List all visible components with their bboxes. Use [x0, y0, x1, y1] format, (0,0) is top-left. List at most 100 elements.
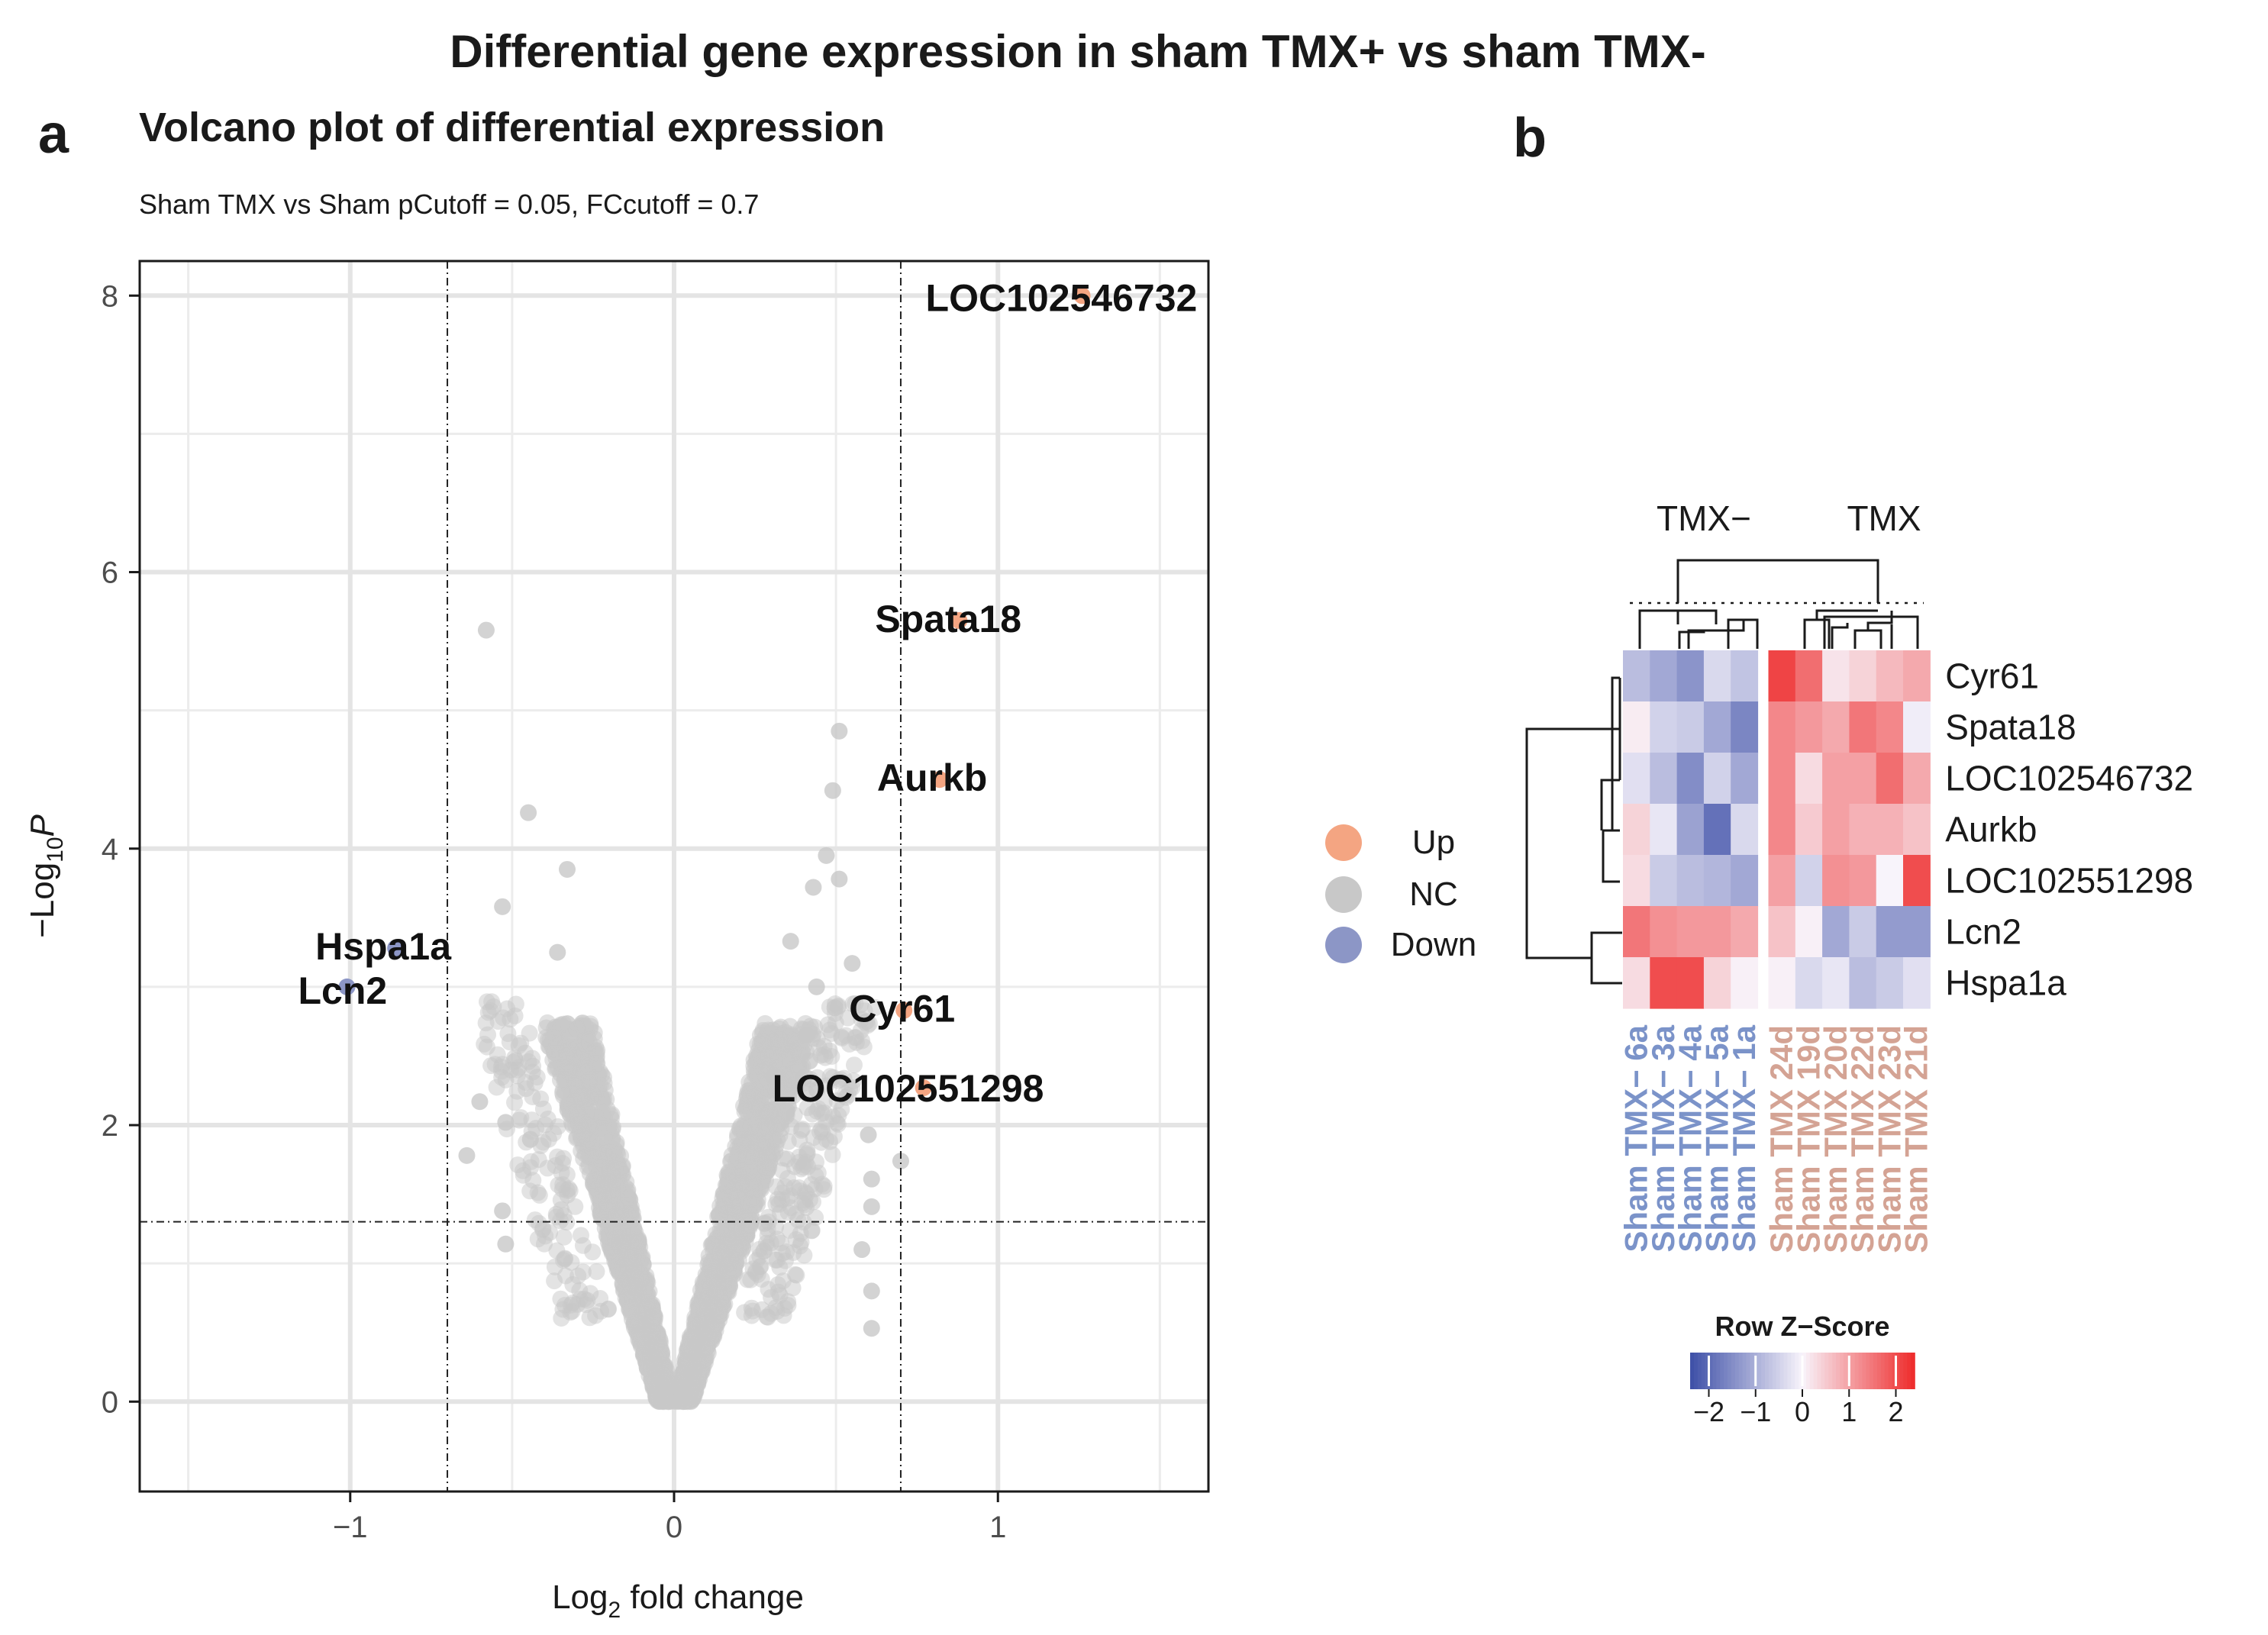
nc-point: [763, 1288, 780, 1306]
heatmap-cell: [1795, 701, 1823, 753]
nc-point: [670, 1379, 688, 1396]
nc-point: [768, 1178, 786, 1195]
legend-label-nc: NC: [1409, 876, 1458, 913]
colorbar-segment: [1858, 1353, 1863, 1389]
nc-point: [824, 1146, 841, 1163]
colorbar-segment: [1787, 1353, 1792, 1389]
column-dendrogram-right-b: [1803, 609, 1878, 649]
nc-point: [738, 1220, 756, 1237]
heatmap-cell: [1849, 957, 1877, 1009]
nc-outlier-point: [798, 1027, 815, 1044]
labeled-point-cyr61: [895, 1001, 913, 1019]
heatmap-cell: [1731, 855, 1759, 907]
nc-point: [794, 1159, 811, 1176]
nc-point: [837, 1088, 855, 1106]
heatmap-cell: [1676, 701, 1705, 753]
y-label-p: P: [24, 814, 61, 837]
heatmap-column-label: Sham TMX− 3a: [1645, 1024, 1681, 1252]
legend-key-nc: [1325, 876, 1362, 913]
nc-point: [595, 1198, 613, 1215]
heatmap-cell: [1703, 957, 1731, 1009]
nc-point: [755, 1168, 773, 1185]
heatmap-cell: [1876, 701, 1904, 753]
heatmap-row-label: Spata18: [1945, 708, 2076, 747]
heatmap-row-labels: Cyr61 Spata18 LOC102546732 Aurkb LOC10255129…: [1945, 656, 2193, 1003]
nc-outlier-point: [863, 1170, 880, 1188]
heatmap-cell: [1650, 701, 1678, 753]
heatmap-cell: [1768, 701, 1796, 753]
gene-label-lcn2: Lcn2: [298, 969, 388, 1012]
heatmap-cell: [1768, 855, 1796, 907]
colorbar-segment: [1892, 1353, 1897, 1389]
nc-point: [781, 1221, 798, 1239]
nc-point: [573, 1088, 590, 1106]
nc-point: [506, 1094, 523, 1111]
nc-point: [553, 1164, 570, 1182]
heatmap-cell: [1795, 804, 1823, 856]
nc-outlier-point: [549, 943, 566, 961]
nc-point: [745, 1178, 763, 1195]
volcano-y-ticks: 0 2 4 6 8: [102, 279, 140, 1419]
nc-point: [823, 1025, 840, 1042]
colorbar-segment: [1824, 1353, 1830, 1389]
gene-label-loc102546732: LOC102546732: [926, 276, 1198, 319]
nc-point: [510, 1037, 527, 1054]
heatmap-cell: [1849, 855, 1877, 907]
heatmap-cell: [1876, 753, 1904, 805]
heatmap-cell: [1903, 753, 1931, 805]
nc-point: [748, 1050, 766, 1068]
colorbar-segment: [1884, 1353, 1889, 1389]
nc-point: [515, 1162, 531, 1179]
colorbar-segment: [1746, 1353, 1751, 1389]
colorbar-segment: [1708, 1353, 1714, 1389]
heatmap-cell: [1731, 753, 1759, 805]
colorbar-segment: [1768, 1353, 1773, 1389]
nc-point: [798, 1198, 815, 1216]
colorbar-segment: [1866, 1353, 1870, 1389]
heatmap-cell: [1876, 650, 1904, 702]
colorbar-segment: [1690, 1353, 1695, 1389]
heatmap-cell: [1822, 804, 1850, 856]
x-tick-label: −1: [333, 1511, 368, 1544]
nc-point: [575, 1150, 592, 1167]
nc-point: [521, 1024, 538, 1042]
column-dendrogram-left-c: [1687, 624, 1745, 649]
heatmap-row-label: Cyr61: [1945, 656, 2039, 696]
heatmap-cell: [1795, 753, 1823, 805]
colorbar-segment: [1911, 1353, 1915, 1389]
heatmap-cell: [1676, 804, 1705, 856]
heatmap-cell: [1822, 753, 1850, 805]
nc-outlier-point: [863, 1282, 880, 1300]
colorbar-segment: [1903, 1353, 1908, 1389]
nc-point: [571, 1282, 589, 1299]
nc-point: [621, 1196, 638, 1214]
nc-point: [637, 1316, 655, 1333]
heatmap-cell: [1731, 650, 1759, 702]
nc-point: [719, 1222, 737, 1240]
heatmap-cell: [1650, 906, 1678, 958]
nc-point: [720, 1163, 737, 1181]
nc-point: [677, 1353, 695, 1371]
volcano-outlier-points: [458, 621, 909, 1337]
heatmap-cell: [1676, 753, 1705, 805]
heatmap-cell: [1676, 855, 1705, 907]
nc-point: [769, 1046, 786, 1063]
nc-point: [605, 1224, 623, 1242]
heatmap-cell: [1768, 650, 1796, 702]
heatmap-cell: [1650, 855, 1678, 907]
heatmap-cell: [1650, 804, 1678, 856]
colorbar-segment: [1791, 1353, 1795, 1389]
heatmap-cell: [1650, 650, 1678, 702]
nc-point: [647, 1335, 665, 1353]
nc-point: [574, 1263, 592, 1281]
heatmap-cell: [1623, 804, 1650, 856]
nc-point: [702, 1329, 720, 1346]
heatmap-cell: [1703, 855, 1731, 907]
heatmap-row-label: LOC102546732: [1945, 759, 2193, 798]
row-dendrogram-root: [1525, 678, 1621, 959]
volcano-cutoff-lines: [140, 261, 1208, 1491]
colorbar-segment: [1693, 1353, 1699, 1389]
heatmap-cell: [1903, 650, 1931, 702]
colorbar-tick-label: 0: [1795, 1396, 1810, 1427]
